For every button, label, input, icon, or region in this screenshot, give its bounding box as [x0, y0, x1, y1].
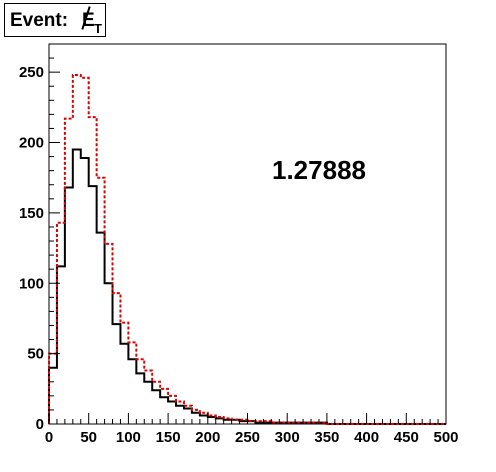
- y-tick-label: 250: [19, 64, 44, 81]
- x-tick-label: 100: [116, 429, 141, 446]
- x-tick-label: 150: [156, 429, 181, 446]
- axis-layer: 0 50 100 150 200 250 300 350 400 450 500 0 50 100 150 2…: [19, 43, 459, 446]
- y-tick-label: 200: [19, 135, 44, 152]
- x-tick-label: 200: [195, 429, 220, 446]
- x-tick-label: 500: [433, 429, 458, 446]
- x-tick-label: 0: [45, 429, 53, 446]
- y-tick-label: 150: [19, 205, 44, 222]
- x-tick-label: 350: [314, 429, 339, 446]
- x-tick-label: 400: [354, 429, 379, 446]
- x-tick-label: 300: [275, 429, 300, 446]
- x-tick-label: 50: [80, 429, 97, 446]
- chart-title: Event: E T: [4, 3, 106, 37]
- x-tick-label: 250: [235, 429, 260, 446]
- chart-title-text: Event:: [10, 10, 69, 31]
- ratio-annotation: 1.27888: [272, 155, 366, 185]
- chart-title-subscript: T: [94, 21, 102, 36]
- x-tick-label: 450: [394, 429, 419, 446]
- series-1-line: [48, 148, 446, 425]
- y-tick-label: 0: [36, 416, 44, 433]
- series-2-line: [48, 73, 446, 425]
- y-tick-label: 100: [19, 275, 44, 292]
- series-layer: [48, 73, 446, 425]
- plot-frame: [48, 43, 447, 425]
- y-tick-label: 50: [27, 346, 44, 363]
